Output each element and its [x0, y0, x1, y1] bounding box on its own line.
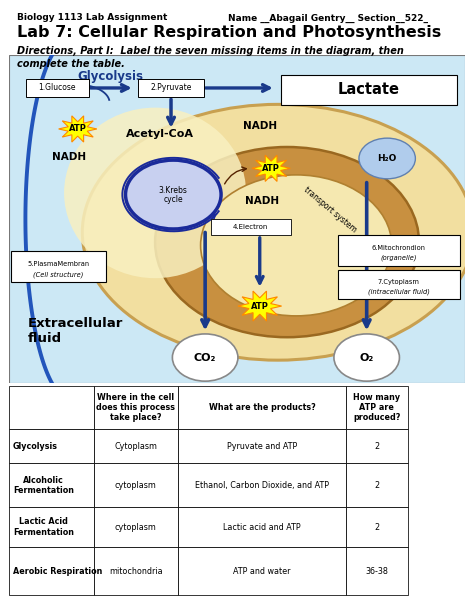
Text: ATP: ATP	[262, 164, 280, 173]
Bar	[178, 507, 346, 547]
Text: mitochondria: mitochondria	[109, 566, 163, 576]
Ellipse shape	[64, 108, 246, 278]
Text: Lactate: Lactate	[338, 82, 400, 97]
FancyBboxPatch shape	[138, 79, 203, 97]
Bar	[9, 428, 94, 463]
Circle shape	[126, 160, 221, 229]
FancyBboxPatch shape	[210, 219, 291, 235]
Text: (intracellular fluid): (intracellular fluid)	[368, 288, 429, 295]
Text: Cytoplasm: Cytoplasm	[114, 441, 157, 451]
Polygon shape	[238, 291, 282, 321]
Text: Lab 7: Cellular Respiration and Photosynthesis: Lab 7: Cellular Respiration and Photosyn…	[17, 25, 441, 39]
Text: Name __Abagail Gentry__ Section__522_: Name __Abagail Gentry__ Section__522_	[228, 13, 428, 23]
Bar	[178, 547, 346, 595]
Bar	[346, 463, 408, 507]
FancyBboxPatch shape	[26, 79, 89, 97]
Text: 36-38: 36-38	[365, 566, 388, 576]
Circle shape	[334, 334, 400, 381]
Text: How many
ATP are
produced?: How many ATP are produced?	[353, 392, 401, 422]
Text: 4.Electron: 4.Electron	[233, 224, 268, 230]
Ellipse shape	[155, 147, 419, 337]
Text: cycle: cycle	[164, 195, 183, 204]
Text: Acetyl-CoA: Acetyl-CoA	[126, 129, 194, 139]
Bar	[94, 507, 178, 547]
Text: 6.Mitochrondion: 6.Mitochrondion	[372, 245, 426, 251]
Bar	[346, 507, 408, 547]
Bar	[178, 428, 346, 463]
Text: Aerobic Respiration: Aerobic Respiration	[13, 566, 102, 576]
Text: Pyruvate and ATP: Pyruvate and ATP	[227, 441, 297, 451]
Text: 5.PlasmaMembran: 5.PlasmaMembran	[27, 261, 90, 267]
Text: Biology 1113 Lab Assignment: Biology 1113 Lab Assignment	[17, 13, 167, 23]
Text: Where in the cell
does this process
take place?: Where in the cell does this process take…	[96, 392, 175, 422]
Text: cytoplasm: cytoplasm	[115, 481, 157, 490]
Bar	[9, 386, 94, 428]
Text: 2: 2	[374, 523, 380, 531]
Text: CO₂: CO₂	[194, 352, 216, 362]
Text: Glycolysis: Glycolysis	[77, 70, 144, 83]
Text: 2.Pyruvate: 2.Pyruvate	[150, 83, 191, 93]
Text: Alcoholic
Fermentation: Alcoholic Fermentation	[13, 476, 74, 495]
Text: 1.Glucose: 1.Glucose	[38, 83, 76, 93]
Text: 2: 2	[374, 441, 380, 451]
Bar	[94, 547, 178, 595]
Text: cytoplasm: cytoplasm	[115, 523, 157, 531]
Bar	[178, 463, 346, 507]
Text: 2: 2	[374, 481, 380, 490]
Text: (organelle): (organelle)	[380, 254, 417, 261]
Bar	[178, 386, 346, 428]
Text: NADH: NADH	[243, 121, 277, 131]
Text: Glycolysis: Glycolysis	[13, 441, 58, 451]
Bar	[346, 386, 408, 428]
Bar	[94, 428, 178, 463]
Bar	[9, 463, 94, 507]
Bar	[346, 547, 408, 595]
Text: transport system: transport system	[302, 185, 358, 234]
Text: 3.Krebs: 3.Krebs	[159, 186, 188, 195]
Text: H₂O: H₂O	[377, 154, 397, 163]
Text: O₂: O₂	[360, 352, 374, 362]
Text: Lactic Acid
Fermentation: Lactic Acid Fermentation	[13, 517, 74, 537]
Circle shape	[173, 334, 238, 381]
FancyBboxPatch shape	[337, 270, 459, 299]
Text: Ethanol, Carbon Dioxide, and ATP: Ethanol, Carbon Dioxide, and ATP	[195, 481, 329, 490]
Text: Extracellular
fluid: Extracellular fluid	[27, 317, 123, 345]
Bar	[346, 428, 408, 463]
Bar	[94, 463, 178, 507]
Text: ATP: ATP	[69, 124, 87, 134]
FancyBboxPatch shape	[337, 235, 459, 265]
Text: What are the products?: What are the products?	[209, 403, 315, 412]
Bar	[9, 547, 94, 595]
Ellipse shape	[82, 104, 474, 360]
FancyBboxPatch shape	[281, 75, 457, 105]
Text: ATP: ATP	[251, 302, 269, 311]
Ellipse shape	[201, 175, 392, 316]
Text: Lactic acid and ATP: Lactic acid and ATP	[223, 523, 301, 531]
Text: 7.Cytoplasm: 7.Cytoplasm	[378, 279, 419, 285]
Bar	[94, 386, 178, 428]
Polygon shape	[252, 155, 290, 181]
Bar	[9, 507, 94, 547]
Text: NADH: NADH	[52, 152, 86, 162]
Text: (Cell structure): (Cell structure)	[34, 272, 84, 278]
Text: ATP and water: ATP and water	[233, 566, 291, 576]
FancyBboxPatch shape	[11, 251, 106, 282]
Circle shape	[359, 138, 415, 179]
Polygon shape	[59, 116, 97, 142]
Text: Directions, Part I:  Label the seven missing items in the diagram, then
complete: Directions, Part I: Label the seven miss…	[17, 46, 403, 69]
Text: NADH: NADH	[245, 196, 279, 206]
